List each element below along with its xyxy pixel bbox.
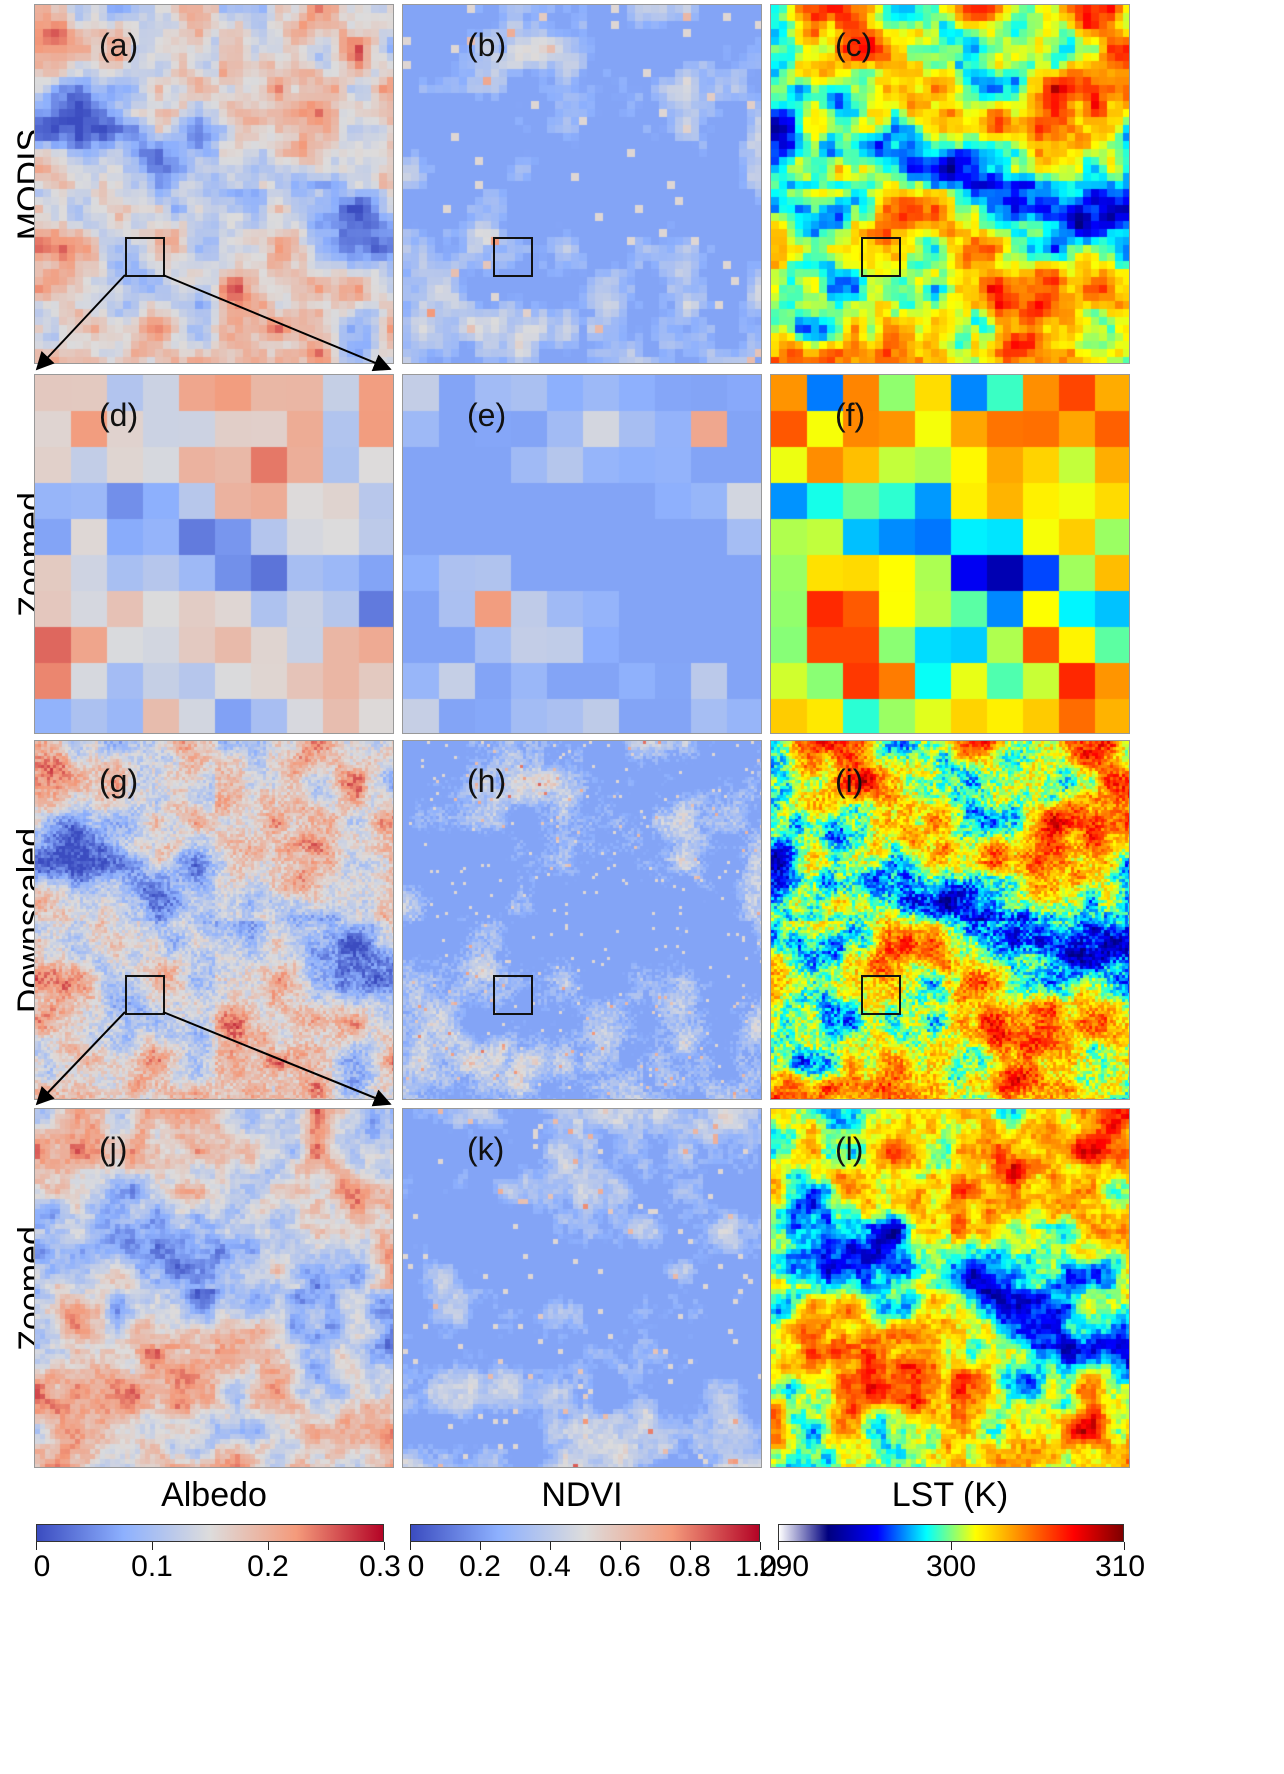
panel-c-modis-lst: (c)	[770, 4, 1130, 364]
colorbar-tick-label: 290	[758, 1550, 810, 1583]
zoom-box-g	[125, 975, 165, 1015]
colorbar-title-lst: LST (K)	[891, 1476, 1009, 1514]
colorbar-tick	[550, 1542, 551, 1550]
zoom-box-c	[861, 237, 901, 277]
panel-f-zoomed-lst: (f)	[770, 374, 1130, 734]
zoom-box-a	[125, 237, 165, 277]
colorbar-tick	[480, 1542, 481, 1550]
colorbar-tick	[620, 1542, 621, 1550]
colorbar-tick-label: 0.2	[247, 1550, 289, 1583]
zoom-box-b	[493, 237, 533, 277]
colorbar-tick-label: 1.0	[735, 1550, 777, 1583]
colorbar-tick-label: 310	[1094, 1550, 1146, 1583]
panel-a-modis-albedo: (a)	[34, 4, 394, 364]
colorbar-tick-label: 0.8	[669, 1550, 711, 1583]
colorbar-title-ndvi: NDVI	[541, 1476, 623, 1514]
panel-d-zoomed-albedo: (d)	[34, 374, 394, 734]
panel-k-zoomed-downscaled-ndvi: (k)	[402, 1108, 762, 1468]
colorbar-albedo	[36, 1524, 384, 1542]
colorbar-tick-label: 0.6	[599, 1550, 641, 1583]
panel-l-zoomed-downscaled-lst: (l)	[770, 1108, 1130, 1468]
colorbar-lst	[778, 1524, 1124, 1542]
colorbar-title-albedo: Albedo	[161, 1476, 267, 1514]
colorbar-tick	[1124, 1542, 1125, 1550]
panel-label-l: (l)	[835, 1131, 864, 1167]
colorbar-tick-label: 0.4	[529, 1550, 571, 1583]
colorbar-tick	[951, 1542, 952, 1550]
colorbar-tick	[36, 1542, 37, 1550]
colorbar-tick-label: 0.2	[459, 1550, 501, 1583]
panel-g-downscaled-albedo: (g)	[34, 740, 394, 1100]
colorbar-tick-label: 300	[925, 1550, 977, 1583]
zoom-box-h	[493, 975, 533, 1015]
panel-label-g: (g)	[99, 763, 139, 799]
colorbar-tick-label: 0.1	[131, 1550, 173, 1583]
colorbar-tick-label: 0.3	[359, 1550, 401, 1583]
panel-e-zoomed-ndvi: (e)	[402, 374, 762, 734]
panel-j-zoomed-downscaled-albedo: (j)	[34, 1108, 394, 1468]
colorbar-ndvi	[410, 1524, 760, 1542]
panel-i-downscaled-lst: (i)	[770, 740, 1130, 1100]
colorbar-tick	[690, 1542, 691, 1550]
colorbar-tick-label: 0	[407, 1550, 425, 1583]
colorbar-tick-label: 0	[33, 1550, 51, 1583]
panel-label-a: (a)	[99, 27, 139, 63]
zoom-box-i	[861, 975, 901, 1015]
colorbar-tick	[384, 1542, 385, 1550]
panel-b-modis-ndvi: (b)	[402, 4, 762, 364]
panel-label-i: (i)	[835, 763, 864, 799]
colorbar-tick	[760, 1542, 761, 1550]
panel-label-h: (h)	[467, 763, 507, 799]
panel-label-j: (j)	[99, 1131, 128, 1167]
colorbar-tick	[778, 1542, 779, 1550]
panel-label-f: (f)	[835, 397, 866, 433]
panel-h-downscaled-ndvi: (h)	[402, 740, 762, 1100]
panel-label-e: (e)	[467, 397, 507, 433]
colorbar-tick	[268, 1542, 269, 1550]
colorbar-tick	[410, 1542, 411, 1550]
colorbar-tick	[152, 1542, 153, 1550]
panel-label-k: (k)	[467, 1131, 505, 1167]
panel-label-c: (c)	[835, 27, 873, 63]
panel-label-b: (b)	[467, 27, 507, 63]
panel-label-d: (d)	[99, 397, 139, 433]
